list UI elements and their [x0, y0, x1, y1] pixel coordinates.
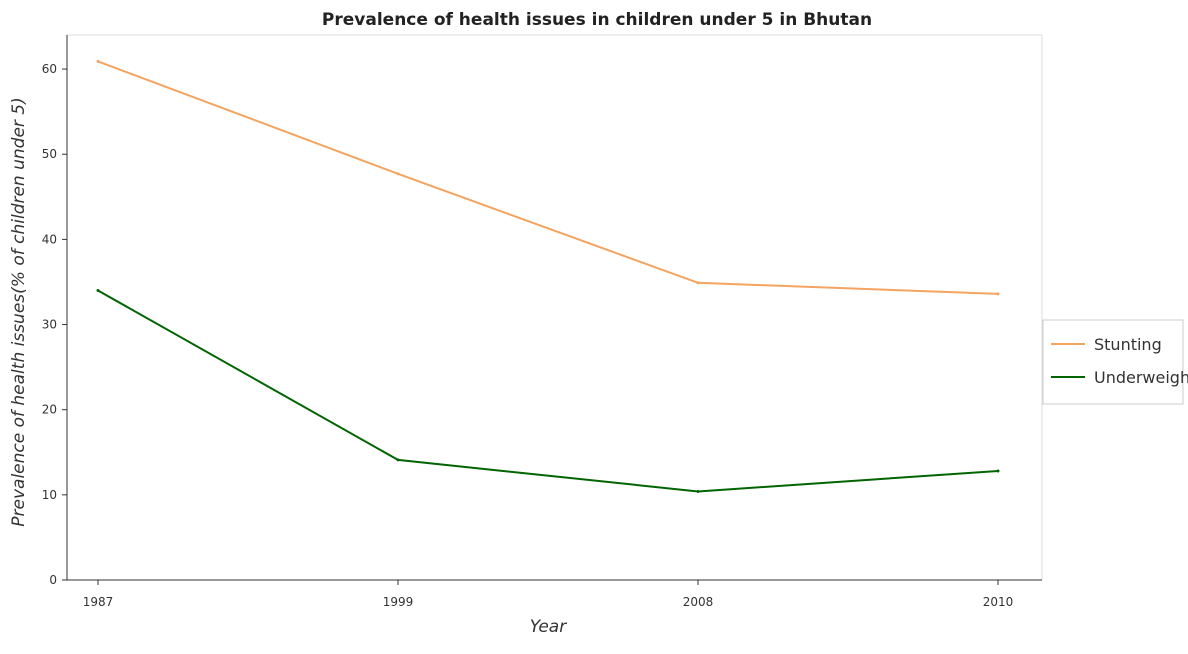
plot-area: 0 10 20 30 40 50 60 1987 1999 2008 2010: [42, 34, 1043, 609]
x-tick-label: 2010: [983, 595, 1014, 609]
x-tick-label: 1999: [383, 595, 414, 609]
y-tick-label: 40: [42, 232, 57, 246]
data-point-underweight: [996, 469, 1000, 473]
plot-frame: [66, 34, 1043, 581]
series-lines: [96, 59, 1000, 493]
data-point-underweight: [696, 489, 700, 493]
x-tick-label: 2008: [683, 595, 714, 609]
y-tick-label: 20: [42, 403, 57, 417]
series-line-stunting: [97, 60, 999, 295]
data-point-underweight: [96, 288, 100, 292]
x-tick-label: 1987: [83, 595, 114, 609]
series-line-underweight: [97, 289, 999, 493]
data-point-underweight: [396, 458, 400, 462]
legend-label-underweight: Underweight: [1094, 368, 1188, 387]
y-ticks: 0 10 20 30 40 50 60: [42, 62, 67, 587]
legend: Stunting Underweight: [1042, 319, 1188, 405]
y-tick-label: 30: [42, 318, 57, 332]
y-tick-label: 0: [49, 573, 57, 587]
y-axis-label: Prevalence of health issues(% of childre…: [9, 97, 29, 526]
data-point-stunting: [996, 292, 1000, 296]
chart-title: Prevalence of health issues in children …: [322, 10, 872, 30]
y-tick-label: 50: [42, 147, 57, 161]
y-tick-label: 10: [42, 488, 57, 502]
x-ticks: 1987 1999 2008 2010: [83, 580, 1014, 609]
data-point-stunting: [696, 281, 700, 285]
legend-box: [1042, 319, 1184, 405]
data-point-stunting: [396, 172, 400, 176]
data-point-stunting: [96, 59, 100, 63]
x-axis-label: Year: [530, 617, 567, 637]
y-tick-label: 60: [42, 62, 57, 76]
legend-label-stunting: Stunting: [1094, 335, 1162, 354]
